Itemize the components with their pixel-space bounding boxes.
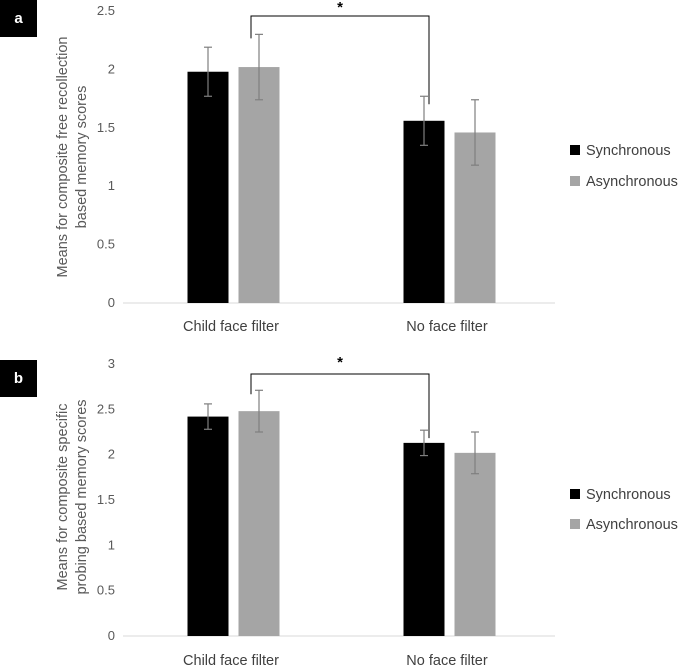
- bar-asynchronous-1: [238, 67, 280, 304]
- chart-panel-a: a 0 0.5 1 1.5 2 2.5 Means for composite free r…: [0, 0, 678, 335]
- legend-swatch-asynchronous: [570, 519, 580, 529]
- significance-bracket: [250, 373, 430, 439]
- y-tick-label: 2: [108, 61, 115, 76]
- bar-asynchronous-2: [454, 452, 496, 636]
- category-label: Child face filter: [183, 319, 279, 335]
- panel-label-b: b: [0, 360, 37, 397]
- y-tick-label: 1: [108, 178, 115, 193]
- chart-a-svg: 0 0.5 1 1.5 2 2.5 Means for composite free rec…: [55, 0, 678, 335]
- chart-panel-b: b 0 0.5 1 1.5 2 2.5 3 Means for composite speci…: [0, 352, 685, 665]
- y-axis-label-line: Means for composite free recollection: [55, 37, 71, 278]
- panel-label-a: a: [0, 0, 37, 37]
- bar-asynchronous-1: [238, 411, 280, 636]
- category-label: No face filter: [406, 319, 488, 335]
- y-tick-label: 2.5: [97, 3, 115, 18]
- significance-star: *: [337, 0, 343, 16]
- y-axis-label: Means for composite free recollection bas…: [55, 37, 90, 278]
- legend-swatch-synchronous: [570, 145, 580, 155]
- legend-label-asynchronous: Asynchronous: [586, 517, 678, 533]
- legend-label-asynchronous: Asynchronous: [586, 174, 678, 190]
- bar-synchronous-2: [403, 442, 445, 636]
- y-tick-label: 3: [108, 356, 115, 371]
- y-tick-label: 2.5: [97, 401, 115, 416]
- category-label: Child face filter: [183, 653, 279, 665]
- y-tick-label: 0: [108, 295, 115, 310]
- y-axis-label-line: based memory scores: [74, 86, 90, 229]
- significance-bracket: [250, 15, 430, 105]
- y-tick-label: 2: [108, 447, 115, 462]
- bar-synchronous-1: [187, 416, 229, 636]
- chart-b-svg: 0 0.5 1 1.5 2 2.5 3 Means for composite specifi…: [55, 354, 678, 665]
- legend-swatch-asynchronous: [570, 176, 580, 186]
- y-tick-label: 0.5: [97, 237, 115, 252]
- bar-synchronous-1: [187, 71, 229, 304]
- legend-label-synchronous: Synchronous: [586, 487, 671, 503]
- y-tick-label: 1.5: [97, 120, 115, 135]
- category-label: No face filter: [406, 653, 488, 665]
- legend-label-synchronous: Synchronous: [586, 143, 671, 159]
- legend-swatch-synchronous: [570, 489, 580, 499]
- bar-synchronous-2: [403, 120, 445, 304]
- y-tick-label: 0: [108, 628, 115, 643]
- significance-star: *: [337, 354, 343, 371]
- y-tick-label: 1.5: [97, 492, 115, 507]
- y-tick-label: 1: [108, 537, 115, 552]
- y-axis-label-line: probing based memory scores: [74, 399, 90, 594]
- y-axis-label-line: Means for composite specific: [55, 404, 71, 591]
- y-tick-label: 0.5: [97, 583, 115, 598]
- y-axis-label: Means for composite specific probing base…: [55, 399, 90, 594]
